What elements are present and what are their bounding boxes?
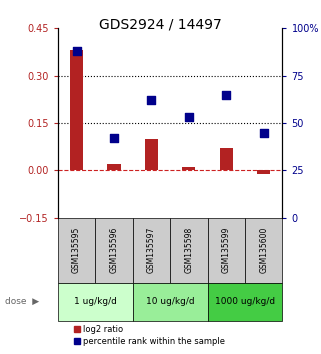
FancyBboxPatch shape — [208, 283, 282, 321]
Legend: log2 ratio, percentile rank within the sample: log2 ratio, percentile rank within the s… — [73, 325, 225, 346]
Text: 10 ug/kg/d: 10 ug/kg/d — [146, 297, 195, 306]
Point — [149, 97, 154, 103]
Point — [224, 92, 229, 97]
Text: GSM135600: GSM135600 — [259, 227, 268, 274]
Bar — [145, 139, 158, 170]
FancyBboxPatch shape — [58, 283, 133, 321]
Bar — [182, 167, 195, 170]
Text: GSM135598: GSM135598 — [184, 227, 193, 273]
Text: GSM135597: GSM135597 — [147, 227, 156, 274]
Text: 1000 ug/kg/d: 1000 ug/kg/d — [215, 297, 275, 306]
Text: GSM135599: GSM135599 — [222, 227, 231, 274]
Bar — [70, 50, 83, 170]
Bar — [257, 170, 270, 173]
Text: GSM135595: GSM135595 — [72, 227, 81, 274]
Bar — [220, 148, 233, 170]
FancyBboxPatch shape — [58, 218, 95, 283]
FancyBboxPatch shape — [133, 283, 208, 321]
Bar — [108, 164, 120, 170]
Text: dose  ▶: dose ▶ — [5, 297, 39, 306]
Text: 1 ug/kg/d: 1 ug/kg/d — [74, 297, 117, 306]
Point — [186, 115, 191, 120]
Point — [74, 48, 79, 54]
Point — [111, 135, 117, 141]
FancyBboxPatch shape — [208, 218, 245, 283]
FancyBboxPatch shape — [95, 218, 133, 283]
Text: GDS2924 / 14497: GDS2924 / 14497 — [99, 18, 222, 32]
FancyBboxPatch shape — [245, 218, 282, 283]
FancyBboxPatch shape — [133, 218, 170, 283]
Point — [261, 130, 266, 135]
FancyBboxPatch shape — [170, 218, 208, 283]
Text: GSM135596: GSM135596 — [109, 227, 118, 274]
